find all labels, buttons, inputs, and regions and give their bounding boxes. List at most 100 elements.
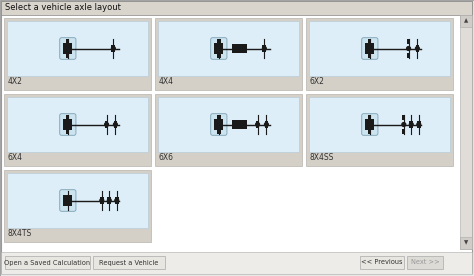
- Bar: [7, 97, 148, 152]
- Bar: [217, 53, 220, 58]
- Circle shape: [410, 123, 413, 126]
- Bar: [66, 197, 70, 200]
- Bar: [7, 21, 148, 76]
- Text: 4X4: 4X4: [159, 78, 174, 86]
- Bar: [264, 125, 268, 128]
- Bar: [416, 45, 419, 48]
- Circle shape: [217, 123, 221, 126]
- FancyBboxPatch shape: [60, 190, 76, 211]
- Text: Request a Vehicle: Request a Vehicle: [100, 259, 159, 266]
- Bar: [111, 49, 115, 52]
- Text: Next >>: Next >>: [410, 259, 439, 266]
- Bar: [4, 94, 151, 166]
- Bar: [7, 173, 148, 228]
- Bar: [263, 45, 266, 48]
- Bar: [1, 1, 472, 15]
- Bar: [416, 49, 419, 52]
- Bar: [309, 97, 450, 152]
- Bar: [105, 121, 109, 124]
- Bar: [105, 125, 109, 128]
- Bar: [417, 125, 420, 128]
- Circle shape: [66, 123, 70, 126]
- Circle shape: [113, 123, 117, 126]
- Circle shape: [407, 47, 410, 51]
- Circle shape: [263, 47, 266, 51]
- Bar: [155, 94, 302, 166]
- FancyBboxPatch shape: [210, 114, 227, 135]
- Bar: [255, 121, 259, 124]
- Circle shape: [217, 47, 221, 51]
- Text: 6X2: 6X2: [310, 78, 325, 86]
- Bar: [114, 121, 117, 124]
- Bar: [232, 120, 246, 129]
- Bar: [232, 44, 246, 53]
- Bar: [402, 129, 405, 134]
- Bar: [214, 119, 223, 130]
- Bar: [4, 18, 151, 90]
- Bar: [263, 49, 266, 52]
- Bar: [407, 53, 410, 58]
- Circle shape: [416, 47, 419, 51]
- Bar: [402, 115, 405, 120]
- Circle shape: [111, 47, 115, 51]
- Bar: [365, 119, 374, 130]
- FancyBboxPatch shape: [60, 38, 76, 59]
- Bar: [460, 237, 472, 249]
- Bar: [360, 256, 404, 269]
- Bar: [115, 201, 118, 204]
- Bar: [66, 53, 70, 58]
- Bar: [365, 43, 374, 54]
- Bar: [407, 39, 410, 44]
- Bar: [64, 119, 72, 130]
- FancyBboxPatch shape: [362, 114, 378, 135]
- Bar: [407, 256, 443, 269]
- Circle shape: [417, 123, 420, 126]
- Text: 8X4TS: 8X4TS: [8, 230, 32, 238]
- Bar: [155, 18, 302, 90]
- Bar: [111, 45, 115, 48]
- Bar: [306, 18, 453, 90]
- Bar: [114, 125, 117, 128]
- FancyBboxPatch shape: [362, 38, 378, 59]
- Circle shape: [105, 123, 109, 126]
- Bar: [460, 15, 472, 249]
- Bar: [66, 201, 70, 204]
- Bar: [410, 121, 413, 124]
- Circle shape: [66, 199, 70, 202]
- Bar: [217, 129, 220, 134]
- Text: 6X4: 6X4: [8, 153, 23, 163]
- Circle shape: [108, 199, 111, 202]
- Text: 4X2: 4X2: [8, 78, 23, 86]
- Bar: [66, 39, 70, 44]
- Circle shape: [402, 123, 406, 126]
- Bar: [460, 15, 472, 27]
- Bar: [306, 94, 453, 166]
- Bar: [214, 43, 223, 54]
- FancyBboxPatch shape: [210, 38, 227, 59]
- Bar: [66, 115, 70, 120]
- Bar: [368, 115, 372, 120]
- Text: Select a vehicle axle layout: Select a vehicle axle layout: [5, 4, 121, 12]
- Bar: [158, 97, 299, 152]
- Bar: [4, 170, 151, 242]
- Bar: [217, 115, 220, 120]
- Bar: [100, 197, 104, 200]
- Circle shape: [100, 199, 104, 202]
- Bar: [115, 197, 118, 200]
- Bar: [368, 129, 372, 134]
- Bar: [264, 121, 268, 124]
- Bar: [1, 252, 472, 274]
- Bar: [93, 256, 165, 269]
- Text: ▲: ▲: [464, 18, 468, 23]
- Text: 6X6: 6X6: [159, 153, 174, 163]
- Bar: [217, 39, 220, 44]
- Circle shape: [115, 199, 118, 202]
- Circle shape: [66, 47, 70, 51]
- Bar: [309, 21, 450, 76]
- Bar: [108, 197, 111, 200]
- Circle shape: [368, 123, 372, 126]
- Text: << Previous: << Previous: [361, 259, 403, 266]
- Bar: [255, 125, 259, 128]
- Bar: [368, 53, 372, 58]
- Text: Open a Saved Calculation: Open a Saved Calculation: [4, 259, 91, 266]
